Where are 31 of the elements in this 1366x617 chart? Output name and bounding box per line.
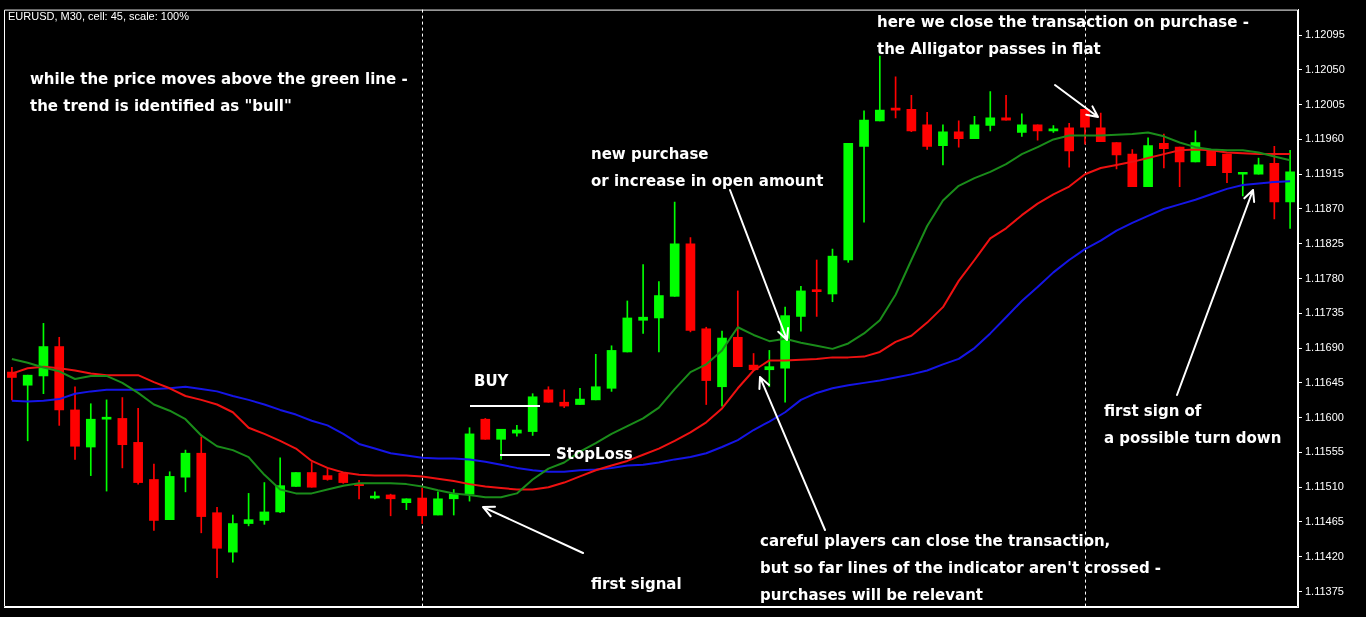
- annotation: first sign of a possible turn down: [1104, 401, 1282, 449]
- candlestick: [1237, 171, 1248, 197]
- y-tick-label: 1.12095: [1305, 28, 1345, 41]
- y-tick-label: 1.11780: [1305, 271, 1344, 284]
- annotation: careful players can close the transaction, but so far lines of the indicator aren't crossed - purchases will be relevant: [760, 531, 1162, 606]
- y-tick-label: 1.11510: [1305, 480, 1344, 493]
- annotation: here we close the transaction on purchase - the Alligator passes in flat: [877, 12, 1249, 60]
- annotation: new purchase or increase in open amount: [591, 144, 824, 192]
- y-tick-label: 1.11960: [1305, 132, 1344, 145]
- y-tick-label: 1.11915: [1305, 167, 1344, 180]
- y-tick-label: 1.11690: [1305, 341, 1344, 354]
- y-tick-label: 1.11555: [1305, 445, 1344, 458]
- annotation: StopLoss: [556, 444, 633, 465]
- y-tick-label: 1.11600: [1305, 410, 1344, 423]
- y-tick-label: 1.11375: [1305, 584, 1344, 597]
- annotation: while the price moves above the green line - the trend is identified as "bull": [30, 69, 408, 117]
- y-tick-label: 1.11465: [1305, 515, 1344, 528]
- annotation: first signal: [591, 574, 682, 595]
- y-tick-label: 1.11825: [1305, 236, 1344, 249]
- y-tick-label: 1.11870: [1305, 202, 1344, 215]
- candlestick: [811, 259, 822, 317]
- y-tick-label: 1.12005: [1305, 97, 1345, 110]
- candlestick: [1206, 149, 1217, 167]
- candlestick: [480, 418, 491, 440]
- y-tick-label: 1.11420: [1305, 549, 1344, 562]
- candlestick: [291, 472, 301, 487]
- chart-title: EURUSD, M30, cell: 45, scale: 100%: [8, 10, 189, 22]
- y-tick-label: 1.11735: [1305, 306, 1344, 319]
- y-tick-label: 1.12050: [1305, 62, 1345, 75]
- annotation: BUY: [474, 371, 509, 392]
- y-tick-label: 1.11645: [1305, 375, 1344, 388]
